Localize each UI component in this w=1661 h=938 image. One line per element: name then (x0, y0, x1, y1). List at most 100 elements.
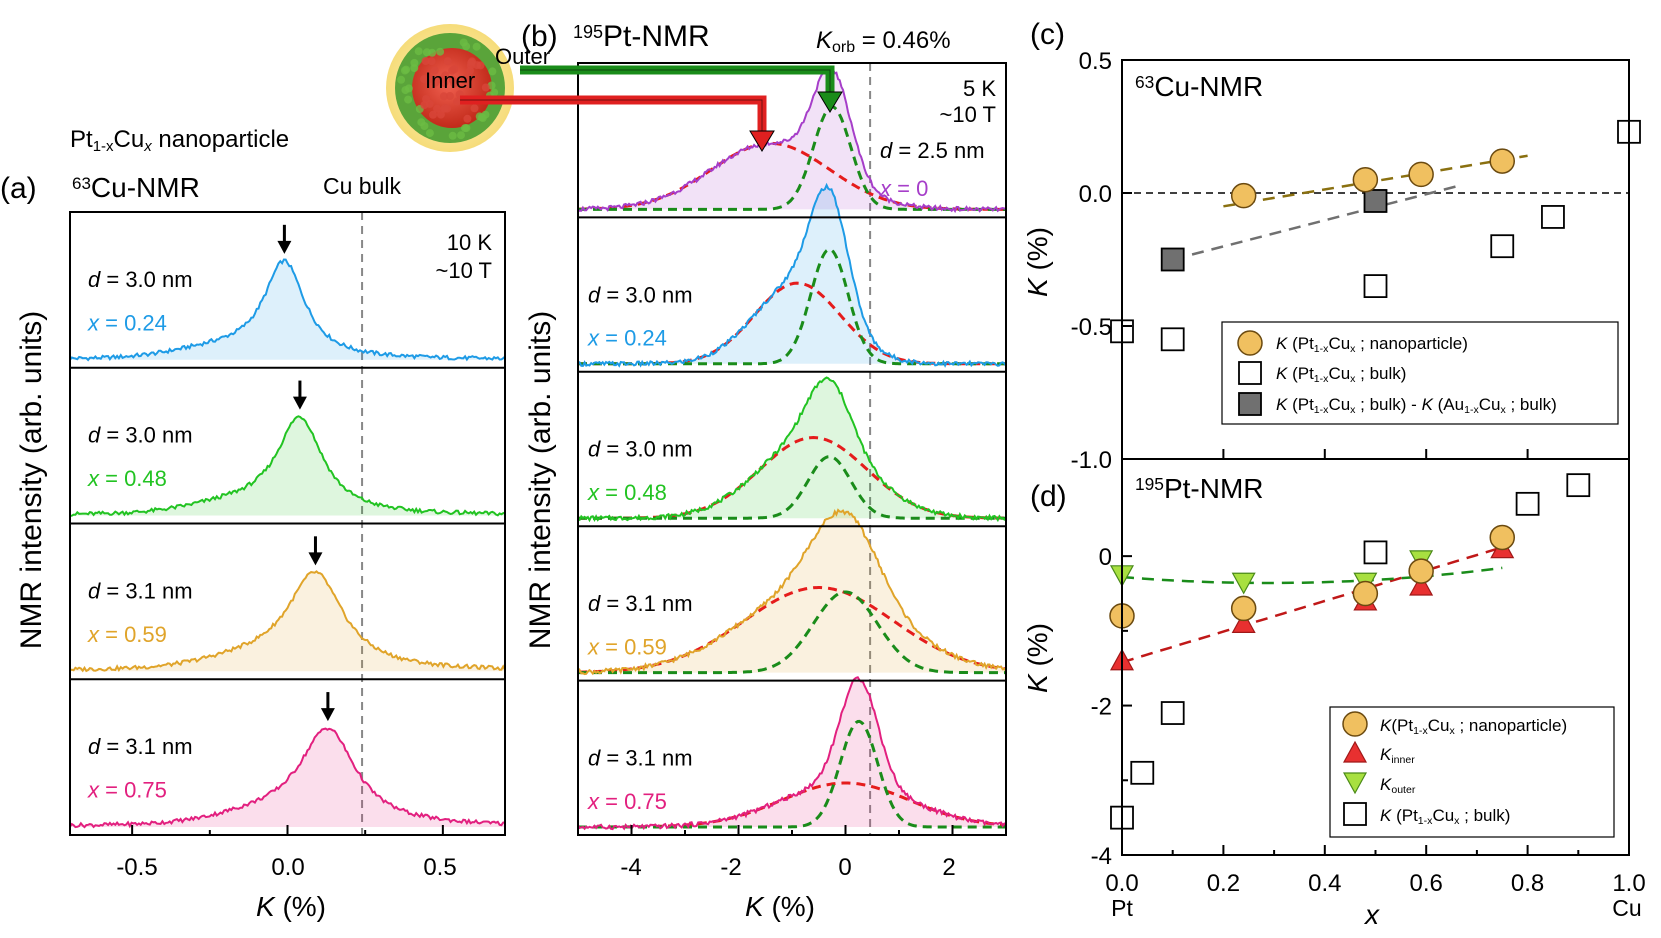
spectrum-fill (70, 571, 505, 672)
text-part: d (880, 138, 893, 163)
panel-b-ylabel: NMR intensity (arb. units) (524, 311, 557, 649)
sample-x-label: x = 0.75 (587, 789, 667, 814)
peak-arrow-head (292, 396, 307, 410)
sample-d-label: d = 3.1 nm (588, 591, 693, 616)
ytick-label: -2 (1091, 694, 1112, 721)
outer-arrow-head (817, 91, 843, 113)
sample-x-label: x = 0.75 (87, 778, 167, 803)
data-point-square (1238, 361, 1262, 385)
x-end-left-label: Pt (1111, 895, 1133, 921)
data-point-circle (1342, 711, 1368, 737)
panel-b-title: 195Pt-NMR (573, 20, 710, 53)
data-point-circle (1352, 580, 1379, 607)
panel-a-ylabel: NMR intensity (arb. units) (15, 311, 48, 649)
text-part: 1-x (1464, 404, 1479, 416)
panel-c-ylabel: K (%) (1022, 227, 1053, 297)
spectrum-fill (70, 259, 505, 360)
text-part: (Pt (1391, 716, 1413, 735)
text-part: x (1454, 815, 1460, 827)
data-point-circle (1230, 595, 1257, 622)
atom-dot (450, 79, 459, 88)
legend-entry: K (Pt1-xCux ; bulk) (1276, 364, 1406, 385)
xtick-label: 0 (838, 854, 851, 881)
peak-arrow-head (277, 240, 292, 254)
text-part: = 0.59 (599, 634, 667, 659)
text-part: d (588, 746, 601, 771)
peak-arrow-head (308, 552, 323, 566)
legend-entry: Kinner (1380, 745, 1415, 766)
text-part: = 0.75 (599, 789, 667, 814)
text-part: ; bulk) (1355, 364, 1406, 383)
atom-dot (453, 97, 462, 106)
text-part: = 0.46% (855, 27, 950, 54)
text-part: d (88, 578, 101, 603)
text-part: 1-x (93, 138, 114, 155)
panel-c-legend: K (Pt1-xCux ; nanoparticle)K (Pt1-xCux ;… (1221, 321, 1619, 425)
atom-dot (428, 48, 437, 57)
atom-dot (467, 58, 476, 67)
atom-dot (420, 75, 428, 84)
text-part: d (88, 267, 101, 292)
outer-fit-curve (578, 719, 1006, 829)
text-part: K (1380, 775, 1392, 794)
data-point-circle (1489, 524, 1515, 551)
sample-d-label: d = 3.0 nm (588, 282, 693, 307)
atom-dot (410, 64, 419, 73)
sample-d-label: d = 3.1 nm (88, 578, 193, 603)
atom-dot (470, 104, 479, 113)
sample-d-label: d = 3.0 nm (88, 267, 193, 292)
data-point-triangle-down (1231, 572, 1256, 595)
spectrum-fill (578, 185, 1006, 366)
text-part: nanoparticle (152, 126, 289, 153)
atom-dot (481, 83, 490, 92)
data-point-square (1343, 802, 1367, 826)
panel-d-plot: 0-2-40.0 0.2 0.4 0.6 0.8 1.0195Pt-NMRK(Pt1-xC… (1091, 458, 1646, 897)
text-part: = 0.48 (99, 466, 167, 491)
text-part: = 3.1 nm (100, 578, 192, 603)
text-part: x (879, 176, 892, 201)
sample-x-label: x = 0 (879, 176, 928, 201)
peak-arrow-head (320, 708, 335, 722)
text-part: = 3.1 nm (100, 734, 192, 759)
data-point-triangle-up (1409, 573, 1434, 596)
data-point-circle (1237, 330, 1263, 356)
condition-temperature: 5 K (963, 76, 996, 101)
spectrum-fill (578, 377, 1006, 521)
panel-b-xaxis: -4 -2 0 2 K (%) (620, 854, 955, 922)
text-part: = 0.59 (99, 622, 167, 647)
panel-d: (d) 0-2-40.0 0.2 0.4 0.6 0.8 1.0195Pt-NMRK(Pt… (1022, 458, 1646, 930)
text-part: x (1350, 404, 1356, 416)
text-part: K (1276, 364, 1288, 383)
panel-a-xlabel: K (%) (256, 891, 326, 922)
text-part: = 3.0 nm (100, 423, 192, 448)
data-point-square (1541, 205, 1565, 229)
text-part: = 0 (891, 176, 928, 201)
text-part: Cu (114, 126, 145, 153)
spectrum-line (578, 376, 1007, 523)
text-part: (Pt (1287, 334, 1314, 353)
spectrum-line (69, 415, 506, 517)
inner-trend-line (1121, 546, 1503, 664)
data-point-square (1566, 473, 1591, 498)
atom-dot (431, 78, 440, 87)
text-part: Cu (1432, 806, 1454, 825)
xtick-label: 0.0 (271, 854, 304, 881)
text-part: 1-x (1314, 343, 1329, 355)
spectrum-fill (578, 677, 1006, 830)
atom-dot (476, 61, 485, 70)
xtick-label: 0.0 (1105, 870, 1138, 897)
text-part: Cu (1479, 395, 1501, 414)
data-point-square (1160, 327, 1185, 352)
spectrum-line (69, 570, 506, 673)
text-part: = 0.48 (599, 480, 667, 505)
outer-trend-line (1121, 566, 1503, 585)
text-part: K (816, 27, 833, 54)
data-point-triangle-up (1231, 611, 1256, 633)
text-part: 1-x (1314, 373, 1329, 385)
sample-x-label: x = 0.48 (587, 480, 667, 505)
sample-x-label: x = 0.24 (87, 310, 167, 335)
text-part: x (1449, 725, 1455, 737)
panel-b-label: (b) (521, 20, 558, 53)
atom-dot (462, 42, 471, 51)
